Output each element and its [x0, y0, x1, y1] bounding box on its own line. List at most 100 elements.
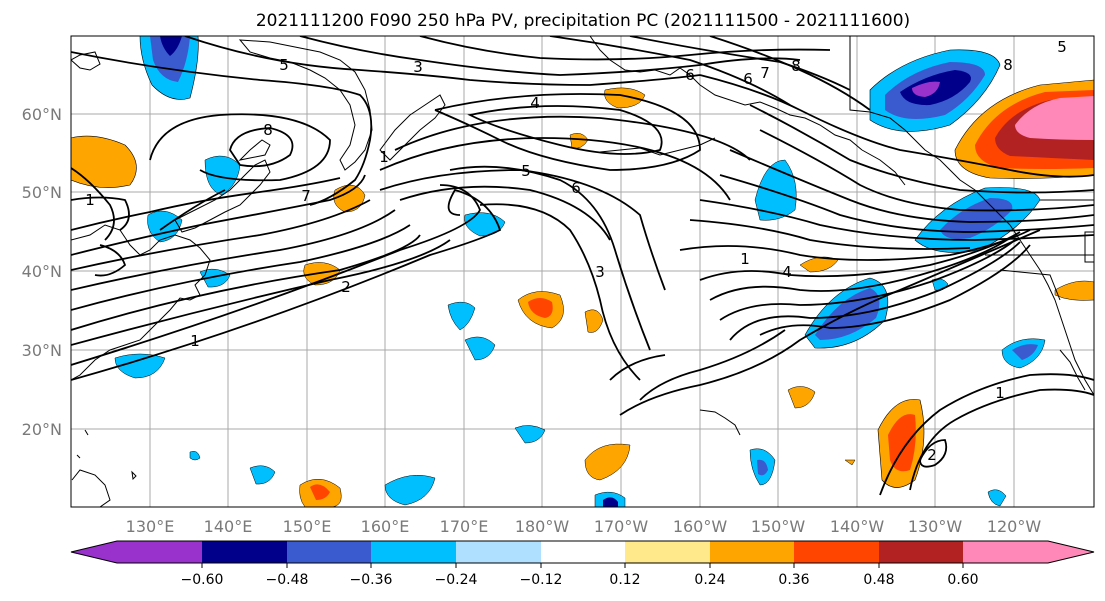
contour-label: 6: [743, 70, 753, 88]
precip-blob-neg-dark: [160, 36, 182, 56]
precip-blob-pos: [1054, 280, 1094, 301]
precip-blob-neg-strong: [1012, 344, 1038, 360]
precip-blob-pos: [333, 184, 366, 213]
lon-tick-label: 150°W: [751, 517, 806, 536]
precip-blob-neg: [114, 353, 166, 379]
lat-tick-label: 30°N: [22, 341, 62, 360]
contour-label: 4: [782, 263, 792, 281]
precip-blob-pos-strong: [310, 484, 330, 500]
contour-label: 7: [301, 187, 311, 205]
colorbar-cell: [794, 541, 879, 563]
colorbar-tick-label: 0.48: [863, 572, 894, 588]
colorbar-cell: [202, 541, 287, 563]
colorbar-cell: [710, 541, 794, 563]
precip-blob-neg: [514, 425, 546, 444]
colorbar-cell: [625, 541, 710, 563]
precip-fills: [71, 36, 1094, 507]
contour-label: 1: [379, 148, 389, 166]
map-frame: [70, 35, 1095, 508]
contour-label: 5: [1057, 38, 1067, 56]
contour-label: 8: [791, 57, 801, 75]
precip-blob-neg: [464, 336, 496, 361]
colorbar-tick-label: 0.36: [778, 572, 809, 588]
map-content: 5 3 4 8 7 6 8 5 6 7 8 1 2 3 1 1 4 5 6 1 …: [71, 36, 1094, 507]
contour-label: 1: [85, 191, 95, 209]
colorbar-cell: [963, 541, 1048, 563]
precip-blob-neg: [249, 465, 276, 485]
precip-blob-neg: [199, 268, 231, 288]
precip-blob-pos-strong: [528, 298, 553, 318]
colorbar-tick-label: 0.60: [947, 572, 978, 588]
contour-label: 6: [685, 66, 695, 84]
contour-label: 1: [740, 250, 750, 268]
lon-tick-label: 140°W: [830, 517, 885, 536]
map-title: 2021111200 F090 250 hPa PV, precipitatio…: [256, 11, 910, 31]
precip-blob-pos: [787, 386, 816, 409]
precip-blob-neg-strong: [940, 198, 1013, 239]
lat-tick-label: 60°N: [22, 105, 62, 124]
contour-label: 5: [279, 56, 289, 74]
precip-blob-pos-max: [1015, 96, 1094, 140]
contour-label: 5: [521, 162, 531, 180]
colorbar-tick-label: −0.60: [181, 572, 224, 588]
lon-tick-label: 120°W: [987, 517, 1042, 536]
contour-label: 2: [927, 446, 937, 464]
precip-blob-neg: [204, 155, 241, 196]
latitude-ticks: 20°N 30°N 40°N 50°N 60°N: [22, 105, 62, 439]
lon-tick-label: 170°E: [440, 517, 489, 536]
lon-tick-label: 160°W: [673, 517, 728, 536]
lat-tick-label: 40°N: [22, 262, 62, 281]
contour-label: 6: [571, 179, 581, 197]
precip-blob-neg: [189, 451, 201, 461]
longitude-ticks: 130°E 140°E 150°E 160°E 170°E 180°W 170°…: [126, 517, 1042, 536]
colorbar-cell: [456, 541, 541, 563]
contour-label: 1: [190, 332, 200, 350]
colorbar-extend-min: [71, 541, 117, 563]
contour-label: 2: [341, 278, 351, 296]
colorbar-cell: [371, 541, 456, 563]
colorbar-tick-label: −0.48: [266, 572, 309, 588]
precip-blob-neg: [754, 159, 797, 221]
lon-tick-label: 180°W: [515, 517, 570, 536]
contour-label: 1: [995, 384, 1005, 402]
colorbar-extend-max: [1048, 541, 1094, 563]
contour-label: 3: [595, 263, 605, 281]
contour-label: 8: [263, 121, 273, 139]
contour-label: 4: [530, 94, 540, 112]
precip-blob-neg: [987, 489, 1007, 507]
precip-blob-neg-dark: [603, 497, 618, 507]
colorbar-tick-label: 0.12: [609, 572, 640, 588]
precip-blob-pos: [584, 443, 631, 481]
lon-tick-label: 160°E: [361, 517, 410, 536]
contour-labels: 5 3 4 8 7 6 8 5 6 7 8 1 2 3 1 1 4 5 6 1 …: [85, 38, 1067, 464]
precip-blob-pos: [584, 309, 604, 333]
pv-contours: [71, 36, 1094, 496]
precip-blob-pos: [844, 459, 856, 466]
colorbar-outline: [70, 540, 1095, 564]
colorbar-cell: [287, 541, 371, 563]
colorbar-tick-label: −0.36: [350, 572, 393, 588]
colorbar: −0.60 −0.48 −0.36 −0.24 −0.12 0.12 0.24 …: [70, 540, 1095, 588]
lon-tick-label: 150°E: [283, 517, 332, 536]
lon-tick-label: 140°E: [204, 517, 253, 536]
precip-blob-neg-strong: [757, 459, 768, 476]
precip-blob-neg: [447, 301, 476, 331]
lon-tick-label: 130°W: [908, 517, 963, 536]
contour-label: 8: [1003, 56, 1013, 74]
precip-blob-neg: [384, 474, 436, 506]
colorbar-tick-label: −0.12: [520, 572, 563, 588]
colorbar-cell: [117, 541, 202, 563]
lat-tick-label: 20°N: [22, 420, 62, 439]
lon-tick-label: 130°E: [126, 517, 175, 536]
colorbar-tick-label: −0.24: [435, 572, 478, 588]
lat-tick-label: 50°N: [22, 183, 62, 202]
colorbar-cell: [541, 541, 625, 563]
colorbar-cell: [879, 541, 963, 563]
colorbar-tick-label: 0.24: [694, 572, 725, 588]
precip-blob-pos: [604, 87, 646, 109]
lon-tick-label: 170°W: [594, 517, 649, 536]
contour-label: 3: [413, 58, 423, 76]
precip-blob-pos-strong: [888, 414, 916, 472]
